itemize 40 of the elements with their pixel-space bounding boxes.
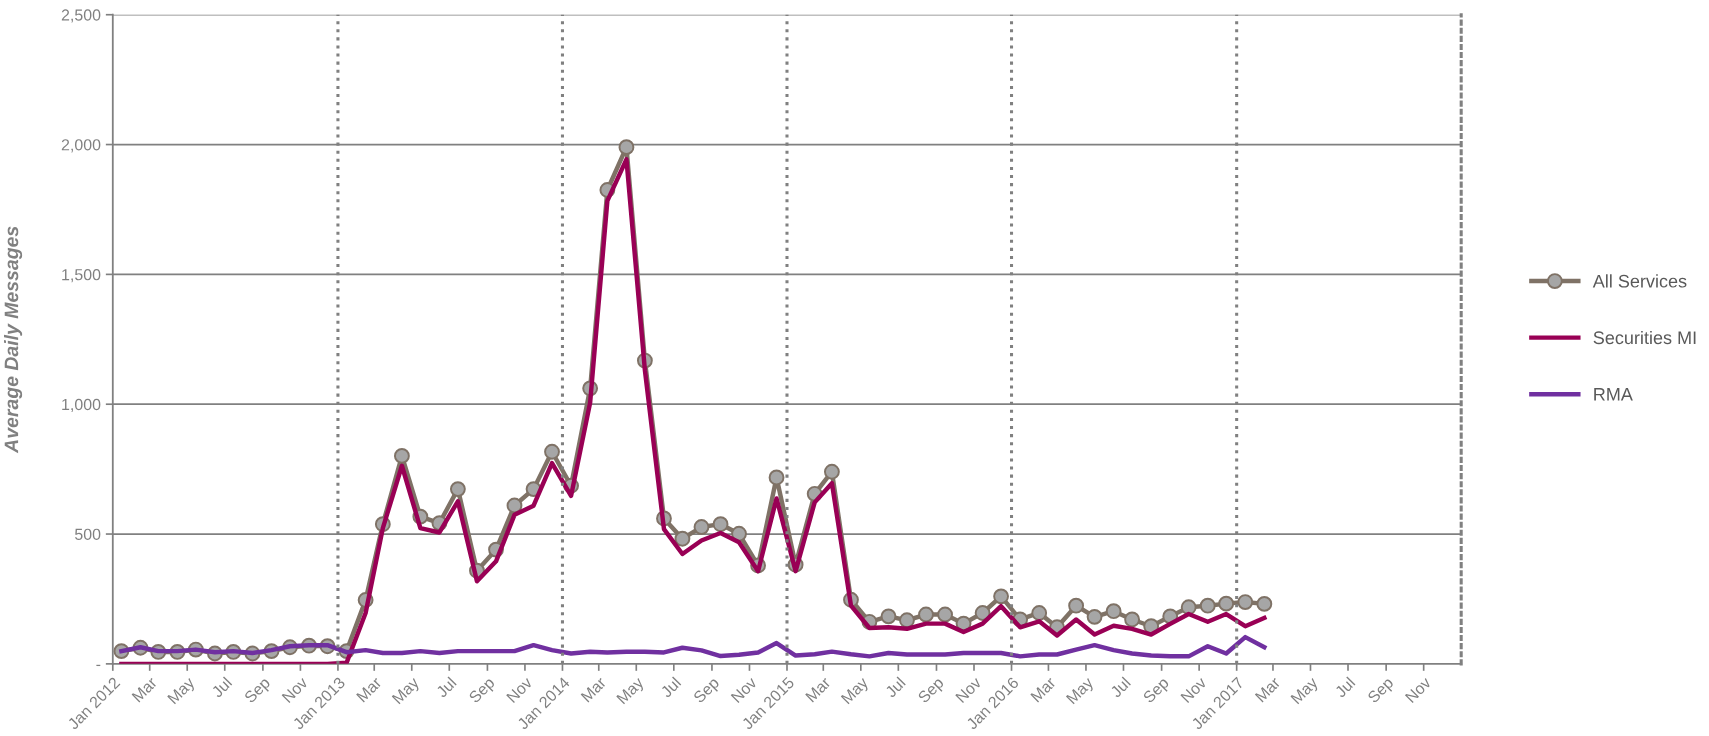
x-tick-label: Nov (506, 676, 534, 704)
y-axis-title: Average Daily Messages (4, 226, 23, 454)
x-tick-label: May (840, 676, 872, 707)
x-tick-label: Sep (468, 676, 498, 706)
x-tick-label: May (167, 676, 198, 707)
x-tick-label: May (616, 676, 647, 707)
x-tick-label: Mar (1254, 676, 1282, 703)
y-tick-label: 500 (74, 528, 101, 540)
x-tick-label: May (391, 676, 423, 707)
x-tick-label: Jul (1109, 676, 1132, 699)
x-tick-label: May (1290, 676, 1321, 707)
y-tick-label: - (96, 664, 101, 667)
x-tick-label: Sep (1366, 676, 1397, 706)
y-tick-label: 1,000 (62, 398, 101, 413)
legend-label: RMA (1594, 388, 1633, 401)
x-tick-label: Mar (805, 676, 832, 703)
x-tick-label: Jul (884, 676, 906, 699)
x-tick-label: May (1065, 676, 1097, 707)
x-tick-label: Jul (435, 676, 457, 699)
x-tick-label: Jul (659, 676, 682, 699)
x-tick-label: Nov (1180, 676, 1208, 704)
x-tick-label: Mar (131, 676, 158, 703)
x-tick-label: Nov (955, 676, 983, 704)
y-tick-label: 2,500 (61, 9, 101, 23)
legend-label: All Services (1592, 274, 1687, 288)
x-tick-label: Sep (692, 676, 722, 706)
legend-label: Securities MI (1593, 330, 1696, 345)
x-tick-label: Jul (210, 676, 233, 699)
x-tick-label: Jul (1333, 676, 1356, 699)
x-tick-label: Nov (730, 676, 758, 704)
x-tick-label: Mar (356, 676, 383, 703)
x-tick-label: Sep (243, 676, 273, 706)
x-tick-label: Mar (580, 676, 607, 703)
x-tick-label: Nov (1404, 676, 1432, 704)
y-tick-label: 2,000 (61, 139, 101, 153)
x-tick-label: Mar (1030, 676, 1057, 703)
x-tick-label: Nov (281, 676, 309, 704)
x-tick-label: Sep (1142, 676, 1172, 706)
x-tick-label: Sep (917, 676, 947, 706)
y-tick-label: 1,500 (62, 269, 101, 283)
